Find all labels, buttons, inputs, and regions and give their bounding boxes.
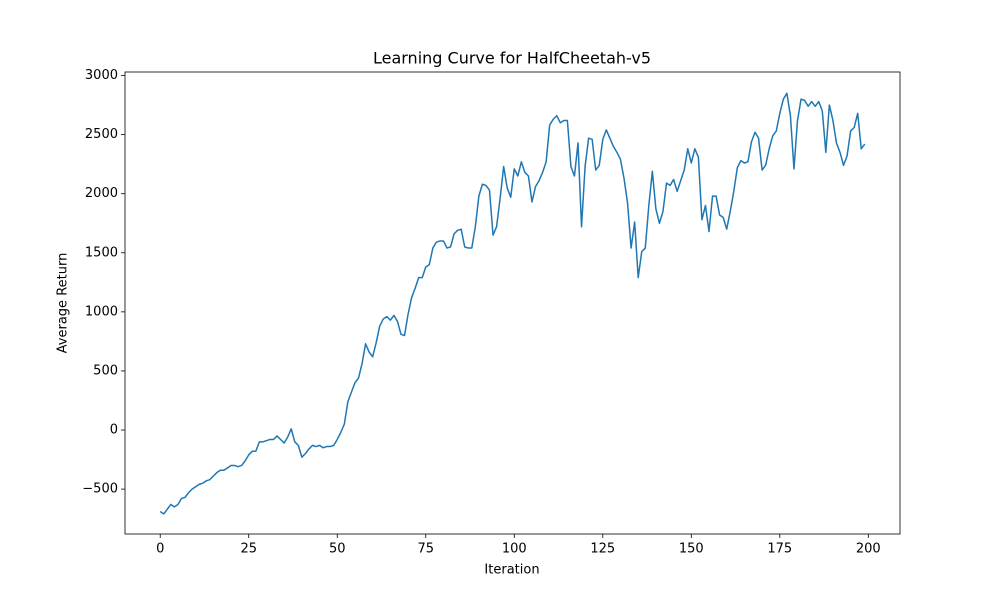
- x-tick-label: 75: [417, 542, 434, 557]
- x-tick-label: 150: [679, 542, 704, 557]
- y-tick-label: 0: [110, 423, 118, 438]
- x-tick-label: 100: [502, 542, 527, 557]
- y-tick-label: −500: [82, 482, 118, 497]
- data-line: [159, 92, 866, 515]
- y-axis-label: Average Return: [56, 253, 71, 354]
- x-tick-label: 0: [156, 542, 164, 557]
- x-tick-label: 50: [329, 542, 346, 557]
- y-tick-label: 1500: [85, 245, 118, 260]
- axes-frame: [124, 71, 901, 535]
- x-tick-label: 25: [240, 542, 257, 557]
- x-tick-label: 125: [590, 542, 615, 557]
- chart-title: Learning Curve for HalfCheetah-v5: [373, 49, 651, 68]
- y-tick-label: 3000: [85, 68, 118, 83]
- x-tick-label: 175: [767, 542, 792, 557]
- x-tick-label: 200: [856, 542, 881, 557]
- x-axis-label: Iteration: [484, 563, 539, 578]
- y-tick-label: 1000: [85, 304, 118, 319]
- y-tick-label: 2000: [85, 186, 118, 201]
- y-tick-label: 500: [93, 363, 118, 378]
- y-tick-label: 2500: [85, 127, 118, 142]
